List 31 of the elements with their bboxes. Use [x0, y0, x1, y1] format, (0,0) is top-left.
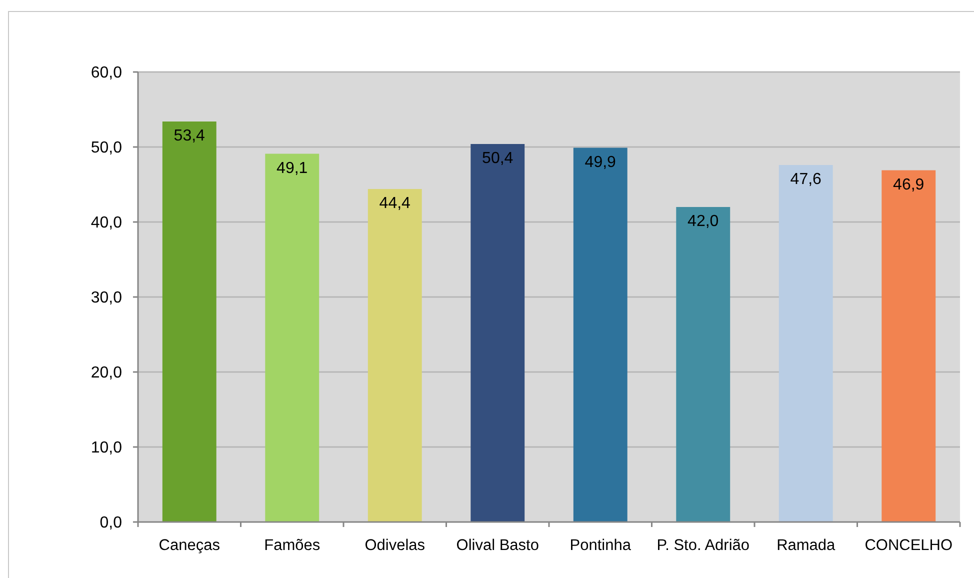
y-tick-label: 20,0	[90, 364, 122, 382]
bar	[573, 148, 628, 522]
data-label: 49,1	[276, 160, 308, 177]
y-tick-label: 30,0	[90, 290, 122, 307]
data-label: 50,4	[482, 150, 514, 167]
data-label: 46,9	[893, 176, 924, 194]
bar	[778, 165, 833, 522]
y-tick-label: 0,0	[100, 514, 122, 532]
x-tick-label: Ramada	[776, 537, 836, 554]
data-label: 53,4	[174, 128, 206, 144]
data-label: 44,4	[379, 195, 411, 212]
x-tick-label: Odivelas	[364, 537, 426, 554]
y-tick-label: 10,0	[90, 440, 122, 457]
y-tick-label: 50,0	[90, 140, 122, 157]
bar	[882, 170, 936, 522]
bar	[470, 144, 525, 522]
data-label: 47,6	[790, 171, 822, 188]
x-tick-label: Olival Basto	[456, 537, 539, 554]
bar	[162, 122, 216, 522]
x-tick-label: P. Sto. Adrião	[656, 537, 750, 554]
y-tick-label: 60,0	[90, 64, 122, 82]
bar	[368, 189, 422, 522]
y-tick-label: 40,0	[90, 214, 122, 232]
data-label: 42,0	[688, 213, 719, 230]
bar	[676, 207, 730, 522]
data-label: 49,9	[584, 154, 616, 171]
bar	[265, 154, 320, 522]
x-tick-label: Caneças	[158, 537, 220, 554]
x-tick-label: Pontinha	[570, 537, 632, 554]
x-tick-label: Famões	[264, 537, 320, 554]
x-tick-label: CONCELHO	[864, 537, 953, 554]
